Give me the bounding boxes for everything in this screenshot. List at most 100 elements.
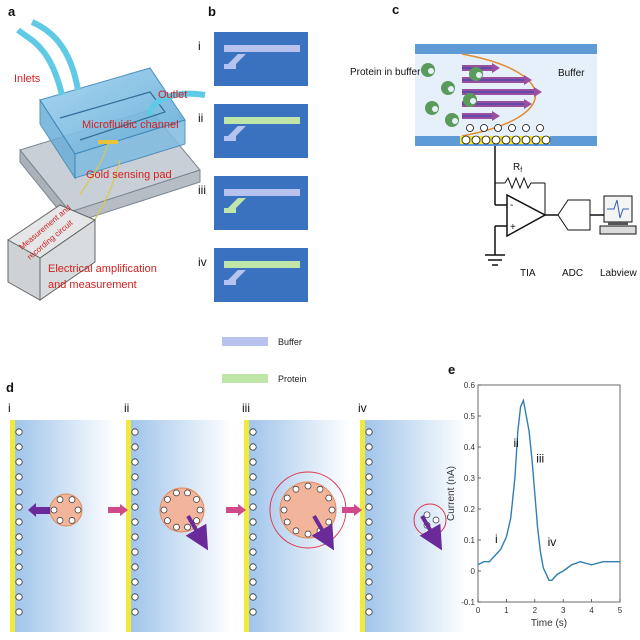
counter-ion-i-5 — [15, 503, 23, 511]
inlet-tube-1 — [16, 27, 65, 96]
counter-ion-iii-11 — [249, 593, 257, 601]
inlets-label: Inlets — [14, 73, 41, 85]
ion-1 — [471, 135, 481, 145]
counter-ion-i-1 — [15, 443, 23, 451]
counter-ion-iv-0 — [365, 428, 373, 436]
counter-ion-i-10 — [15, 578, 23, 586]
minus-sign: - — [510, 200, 513, 211]
bound-ion-ii-5 — [160, 506, 168, 514]
flow-arrowhead-0 — [492, 63, 500, 73]
channel-label: Microfluidic channel — [82, 119, 179, 131]
counter-ion-iv-11 — [365, 593, 373, 601]
ion-5 — [511, 135, 521, 145]
side-arrow-body-iv — [342, 507, 354, 513]
legend-protein-label: Protein — [278, 374, 307, 384]
panel-b-row-label-i: i — [198, 39, 201, 53]
bound-ion-ii-1 — [193, 517, 200, 524]
x-tick-label-4: 4 — [589, 606, 594, 615]
chip-front — [74, 119, 186, 179]
outlet-label: Outlet — [158, 89, 187, 101]
bound-ion-iii-10 — [316, 485, 324, 493]
bound-ion-iii-8 — [292, 485, 300, 493]
bound-ion-ii-9 — [193, 496, 200, 503]
panel-d: d i ii iii iv — [6, 380, 466, 632]
ion-2 — [481, 135, 491, 145]
annotation-iii: iii — [536, 452, 544, 466]
bound-ion-iii-4 — [292, 527, 300, 535]
counter-ion-iv-12 — [365, 608, 373, 616]
counter-ion-iv-1 — [365, 443, 373, 451]
bound-ion-ii-2 — [184, 523, 191, 531]
protein-notch-4 — [470, 98, 476, 104]
ion-6 — [521, 135, 531, 145]
inlet-tube-2 — [30, 19, 81, 91]
current-trace-0 — [477, 398, 620, 581]
annotation-ii: ii — [514, 436, 519, 450]
adc-label: ADC — [562, 268, 583, 279]
legend-protein-swatch — [222, 374, 268, 383]
counter-ion-i-3 — [15, 473, 23, 481]
chip-rect-i — [214, 32, 308, 86]
bound-ion-iv-0 — [432, 516, 440, 524]
main-channel-i — [224, 45, 300, 52]
counter-ion-iv-5 — [365, 503, 373, 511]
panel-label-c: c — [392, 2, 399, 17]
counter-ion-iii-8 — [249, 548, 257, 556]
branch-stub-iv — [224, 280, 236, 285]
outlet-tube — [147, 90, 206, 116]
counter-ion-iv-10 — [365, 578, 373, 586]
arrow-body-i — [36, 507, 50, 514]
step-background-iv — [360, 420, 466, 632]
ion-upper-5 — [536, 124, 544, 132]
x-tick-label-1: 1 — [504, 606, 509, 615]
branch-stub-iii — [224, 208, 236, 213]
y-tick-label-0.4: 0.4 — [464, 443, 476, 452]
side-arrow-head-iii — [238, 504, 246, 516]
counter-ion-i-11 — [15, 593, 23, 601]
chip-rect-iii — [214, 176, 308, 230]
counter-ion-ii-4 — [131, 488, 139, 496]
tia-label: TIA — [520, 268, 536, 279]
bound-ion-iii-3 — [304, 530, 312, 538]
counter-ion-i-12 — [15, 608, 23, 616]
ion-4 — [501, 135, 511, 145]
bound-ion-i-5 — [68, 496, 76, 503]
bound-ion-iii-5 — [283, 518, 291, 526]
bound-ion-i-4 — [56, 496, 64, 503]
ion-7 — [531, 135, 541, 145]
protein-notch-5 — [476, 72, 482, 78]
flow-arrowhead-2 — [534, 87, 542, 97]
amp-label-1: Electrical amplification — [48, 263, 157, 275]
chip-rect-iv — [214, 248, 308, 302]
x-axis-label: Time (s) — [531, 618, 567, 629]
electrode-i — [10, 420, 15, 632]
counter-ion-iv-2 — [365, 458, 373, 466]
labview-label: Labview — [600, 268, 637, 279]
counter-ion-iii-10 — [249, 578, 257, 586]
main-channel-iii — [224, 189, 300, 196]
y-tick-label-0.2: 0.2 — [464, 505, 476, 514]
y-tick-label--0.1: -0.1 — [461, 598, 475, 607]
counter-ion-iv-3 — [365, 473, 373, 481]
side-arrow-body-iii — [226, 507, 238, 513]
annotation-i: i — [495, 532, 498, 546]
counter-ion-ii-9 — [131, 563, 139, 571]
counter-ion-iii-3 — [249, 473, 257, 481]
buffer-label: Buffer — [558, 68, 585, 79]
adc-block — [557, 199, 591, 231]
flow-arrowhead-3 — [524, 99, 532, 109]
y-tick-label-0.1: 0.1 — [464, 536, 476, 545]
counter-ion-iii-0 — [249, 428, 257, 436]
flow-arrowhead-1 — [524, 75, 532, 85]
counter-ion-iv-8 — [365, 548, 373, 556]
counter-ion-ii-3 — [131, 473, 139, 481]
bound-ion-i-3 — [50, 506, 58, 514]
counter-ion-ii-2 — [131, 458, 139, 466]
x-tick-label-5: 5 — [618, 606, 623, 615]
plot-frame — [477, 384, 621, 603]
bound-ion-iv-2 — [423, 511, 431, 519]
bound-ion-iii-6 — [280, 506, 288, 514]
counter-ion-i-0 — [15, 428, 23, 436]
